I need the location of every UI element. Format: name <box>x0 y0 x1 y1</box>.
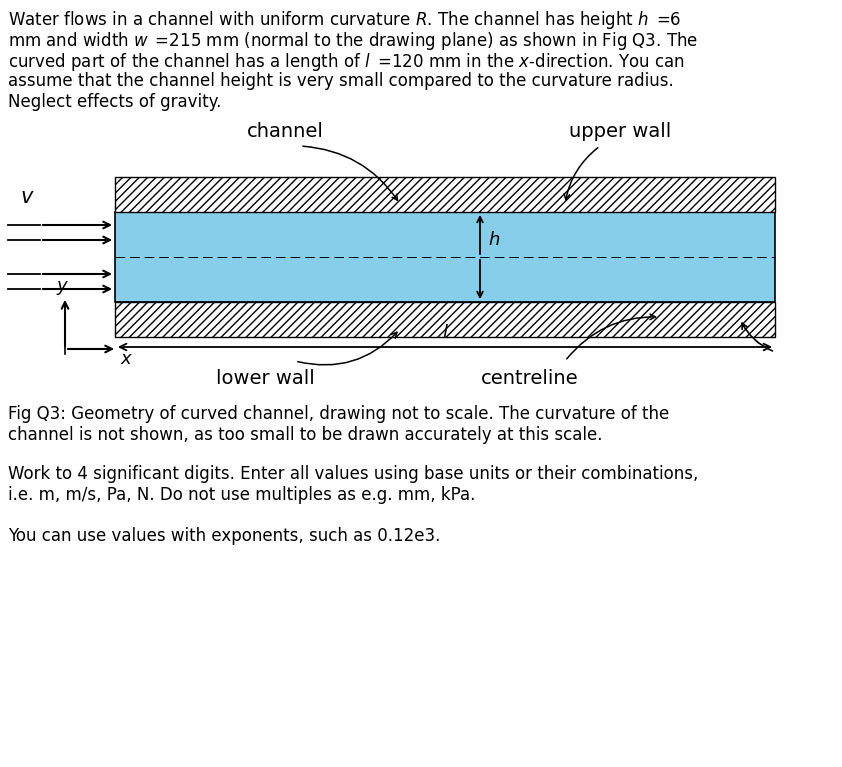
Text: Fig Q3: Geometry of curved channel, drawing not to scale. The curvature of the: Fig Q3: Geometry of curved channel, draw… <box>8 405 669 423</box>
Text: x: x <box>120 350 131 368</box>
Text: l: l <box>443 324 447 342</box>
Bar <box>115 177 775 212</box>
Text: centreline: centreline <box>481 369 578 388</box>
Text: v: v <box>20 187 32 207</box>
Text: y: y <box>56 277 67 295</box>
Text: You can use values with exponents, such as 0.12e3.: You can use values with exponents, such … <box>8 527 440 545</box>
Text: channel is not shown, as too small to be drawn accurately at this scale.: channel is not shown, as too small to be… <box>8 426 603 444</box>
Text: Work to 4 significant digits. Enter all values using base units or their combina: Work to 4 significant digits. Enter all … <box>8 465 698 483</box>
Bar <box>115 302 775 337</box>
Text: h: h <box>488 231 499 249</box>
Bar <box>115 212 775 302</box>
Text: lower wall: lower wall <box>216 369 314 388</box>
Text: assume that the channel height is very small compared to the curvature radius.: assume that the channel height is very s… <box>8 72 674 90</box>
Text: Neglect effects of gravity.: Neglect effects of gravity. <box>8 93 221 111</box>
Text: channel: channel <box>247 122 323 141</box>
Text: Water flows in a channel with uniform curvature $R$. The channel has height $h\,: Water flows in a channel with uniform cu… <box>8 9 681 31</box>
Text: mm and width $w\,$ =215 mm (normal to the drawing plane) as shown in Fig Q3. The: mm and width $w\,$ =215 mm (normal to th… <box>8 30 698 52</box>
Text: upper wall: upper wall <box>569 122 671 141</box>
Text: curved part of the channel has a length of $l\,$ =120 mm in the $x$-direction. Y: curved part of the channel has a length … <box>8 51 685 73</box>
Text: i.e. m, m/s, Pa, N. Do not use multiples as e.g. mm, kPa.: i.e. m, m/s, Pa, N. Do not use multiples… <box>8 486 476 504</box>
